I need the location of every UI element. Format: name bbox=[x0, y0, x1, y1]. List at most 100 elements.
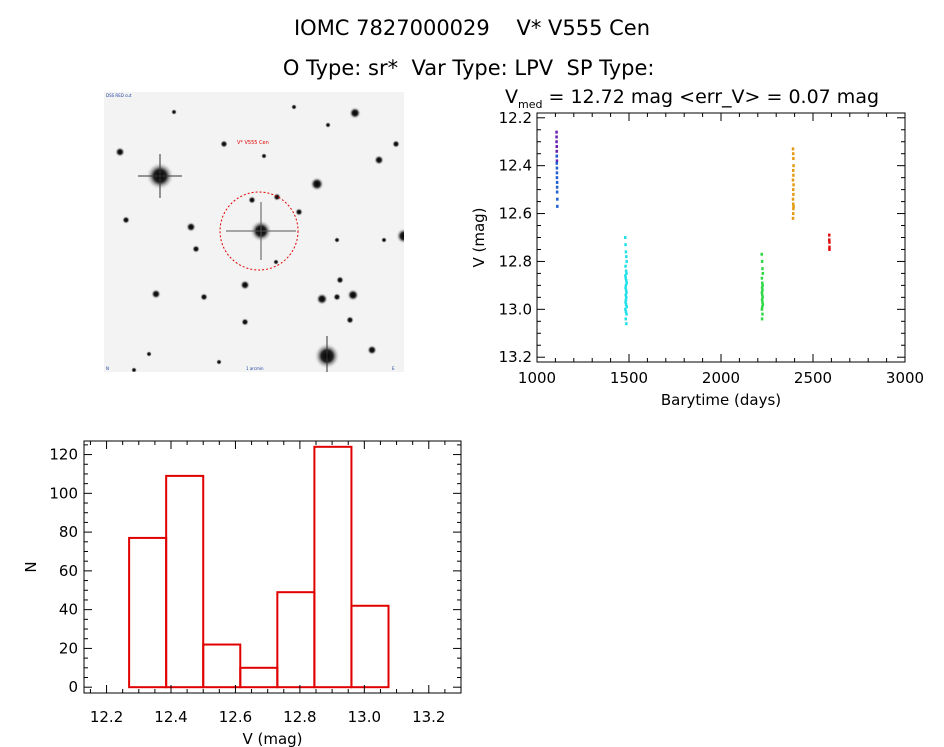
star bbox=[216, 359, 222, 365]
star bbox=[381, 237, 387, 243]
chart-title-line2: O Type: sr* Var Type: LPV SP Type: bbox=[0, 56, 944, 80]
y-tick-label: 0 bbox=[68, 678, 78, 696]
data-point bbox=[624, 276, 628, 280]
data-point bbox=[624, 298, 628, 302]
data-point bbox=[624, 288, 628, 292]
y-axis-label: N bbox=[22, 561, 40, 572]
star-name: V* V555 Cen bbox=[516, 16, 651, 40]
star bbox=[171, 109, 177, 115]
data-point bbox=[761, 295, 764, 299]
data-point bbox=[791, 188, 795, 192]
data-point bbox=[625, 295, 628, 299]
data-point bbox=[828, 238, 831, 242]
x-axis-label: Barytime (days) bbox=[661, 391, 781, 409]
data-point bbox=[624, 283, 628, 287]
data-point bbox=[556, 197, 559, 201]
data-point bbox=[624, 274, 627, 278]
data-point bbox=[625, 255, 628, 259]
x-tick-label: 12.6 bbox=[219, 708, 252, 726]
data-point bbox=[792, 183, 795, 187]
vmed-subscript: med bbox=[518, 97, 543, 111]
data-point bbox=[625, 271, 628, 275]
x-axis-label: V (mag) bbox=[242, 730, 302, 747]
o-type-value: sr* bbox=[368, 56, 399, 80]
star bbox=[349, 107, 361, 119]
data-point bbox=[792, 173, 795, 177]
var-type-label: Var Type: bbox=[411, 56, 508, 80]
star bbox=[347, 289, 359, 301]
data-point bbox=[792, 204, 795, 208]
var-type-value: LPV bbox=[514, 56, 554, 80]
data-point bbox=[791, 197, 795, 201]
data-point bbox=[791, 216, 795, 220]
data-point bbox=[792, 156, 795, 160]
y-tick-label: 20 bbox=[59, 639, 78, 657]
data-point bbox=[556, 204, 559, 208]
x-tick-label: 12.2 bbox=[90, 708, 123, 726]
star bbox=[374, 155, 384, 165]
o-type-label: O Type: bbox=[282, 56, 362, 80]
data-point bbox=[624, 307, 627, 311]
stats-line: Vmed = 12.72 mag <err_V> = 0.07 mag bbox=[505, 86, 879, 111]
y-tick-label: 40 bbox=[59, 601, 78, 619]
y-axis-label: V (mag) bbox=[470, 207, 488, 267]
finder-chart-svg: V* V555 Cen DSS RED cut N 1 arcmin E bbox=[104, 92, 404, 372]
data-point bbox=[624, 264, 627, 268]
star bbox=[241, 318, 249, 326]
data-point bbox=[623, 236, 627, 239]
data-point bbox=[792, 164, 795, 168]
star bbox=[200, 293, 208, 301]
data-point bbox=[625, 312, 628, 316]
lightcurve-frame bbox=[536, 112, 906, 363]
histogram-bar bbox=[276, 591, 316, 689]
corner-label-tl: DSS RED cut bbox=[106, 93, 132, 98]
data-point bbox=[828, 247, 831, 251]
y-tick-label: 13.0 bbox=[499, 300, 532, 318]
data-point bbox=[761, 271, 765, 275]
data-point bbox=[555, 130, 558, 134]
corner-label-br: E bbox=[392, 366, 395, 371]
y-tick-label: 12.6 bbox=[499, 205, 532, 223]
star bbox=[122, 216, 130, 224]
star bbox=[240, 280, 250, 290]
star bbox=[316, 293, 328, 305]
star bbox=[220, 140, 228, 148]
data-point bbox=[625, 322, 628, 326]
field-stars bbox=[115, 104, 404, 372]
data-point bbox=[555, 161, 559, 165]
chart-title-line1: IOMC 7827000029 V* V555 Cen bbox=[0, 16, 944, 40]
data-point bbox=[761, 305, 764, 309]
data-point bbox=[555, 190, 559, 194]
corner-label-bl: N bbox=[106, 366, 109, 371]
star bbox=[151, 289, 161, 299]
data-point bbox=[760, 317, 764, 321]
star bbox=[115, 147, 125, 157]
star bbox=[192, 245, 200, 253]
star bbox=[310, 177, 324, 191]
x-tick-label: 12.8 bbox=[283, 708, 316, 726]
data-point bbox=[791, 212, 795, 216]
data-point bbox=[555, 135, 558, 139]
star bbox=[291, 104, 297, 110]
data-point bbox=[555, 159, 559, 163]
finder-chart-image: V* V555 Cen DSS RED cut N 1 arcmin E bbox=[104, 92, 404, 372]
star bbox=[186, 222, 196, 232]
data-point bbox=[760, 298, 764, 302]
y-tick-label: 13.2 bbox=[499, 348, 532, 366]
star bbox=[325, 122, 331, 128]
data-point bbox=[555, 166, 559, 170]
data-point bbox=[761, 300, 764, 304]
x-tick-label: 2500 bbox=[794, 369, 832, 387]
star bbox=[146, 351, 152, 357]
data-point bbox=[791, 152, 795, 156]
data-point bbox=[761, 281, 764, 285]
star bbox=[248, 196, 256, 204]
data-point bbox=[760, 286, 764, 290]
data-point bbox=[828, 240, 831, 244]
data-point bbox=[828, 233, 831, 237]
data-point bbox=[624, 269, 628, 273]
data-point bbox=[792, 192, 795, 196]
data-point bbox=[555, 171, 559, 175]
star bbox=[367, 345, 377, 355]
x-tick-label: 13.2 bbox=[412, 708, 445, 726]
